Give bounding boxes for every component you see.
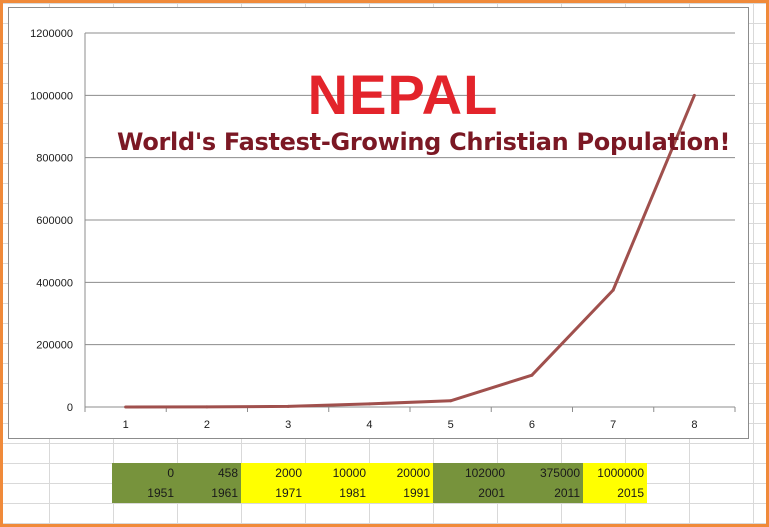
y-tick-label: 1200000 bbox=[30, 28, 73, 40]
y-tick-label: 800000 bbox=[36, 153, 73, 165]
y-tick-label: 600000 bbox=[36, 215, 73, 227]
x-tick-label: 4 bbox=[366, 419, 372, 431]
table-cell-year: 1981 bbox=[305, 483, 369, 503]
table-row-values: 0 458 2000 10000 20000 102000 375000 1000000 bbox=[112, 463, 647, 483]
table-cell-value: 10000 bbox=[305, 463, 369, 483]
table-cell-value: 458 bbox=[177, 463, 241, 483]
table-cell-value: 2000 bbox=[241, 463, 305, 483]
x-tick-label: 6 bbox=[529, 419, 535, 431]
data-point bbox=[205, 405, 209, 409]
table-cell-value: 20000 bbox=[369, 463, 433, 483]
data-point bbox=[124, 405, 128, 409]
table-cell-value: 0 bbox=[112, 463, 177, 483]
y-tick-label: 400000 bbox=[36, 277, 73, 289]
table-cell-year: 1991 bbox=[369, 483, 433, 503]
chart-subtitle: World's Fastest-Growing Christian Popula… bbox=[117, 128, 731, 156]
y-tick-label: 1000000 bbox=[30, 90, 73, 102]
data-point bbox=[611, 288, 615, 292]
x-tick-label: 5 bbox=[448, 419, 454, 431]
x-tick-label: 1 bbox=[123, 419, 129, 431]
table-cell-year: 2015 bbox=[583, 483, 647, 503]
table-cell-year: 1951 bbox=[112, 483, 177, 503]
y-tick-label: 200000 bbox=[36, 340, 73, 352]
line-chart: 0 200000 400000 600000 800000 1000000 1200000 1… bbox=[30, 28, 736, 431]
data-point bbox=[530, 373, 534, 377]
data-point bbox=[449, 399, 453, 403]
table-cell-year: 1971 bbox=[241, 483, 305, 503]
table-cell-value: 375000 bbox=[508, 463, 583, 483]
table-cell-year: 2001 bbox=[433, 483, 508, 503]
table-cell-year: 1961 bbox=[177, 483, 241, 503]
table-cell-value: 1000000 bbox=[583, 463, 647, 483]
x-tick-label: 2 bbox=[204, 419, 210, 431]
data-point bbox=[367, 402, 371, 406]
data-point bbox=[286, 404, 290, 408]
table-cell-value: 102000 bbox=[433, 463, 508, 483]
y-tick-label: 0 bbox=[67, 402, 73, 414]
x-tick-label: 8 bbox=[691, 419, 697, 431]
x-tick-label: 7 bbox=[610, 419, 616, 431]
chart-area[interactable]: 0 200000 400000 600000 800000 1000000 1200000 1… bbox=[8, 7, 749, 439]
data-point bbox=[692, 93, 696, 97]
chart-title: NEPAL bbox=[307, 63, 499, 126]
table-row-years: 1951 1961 1971 1981 1991 2001 2011 2015 bbox=[112, 483, 647, 503]
table-cell-year: 2011 bbox=[508, 483, 583, 503]
series-line bbox=[125, 94, 696, 409]
x-tick-label: 3 bbox=[285, 419, 291, 431]
data-table: 0 458 2000 10000 20000 102000 375000 1000000 19… bbox=[112, 463, 647, 503]
